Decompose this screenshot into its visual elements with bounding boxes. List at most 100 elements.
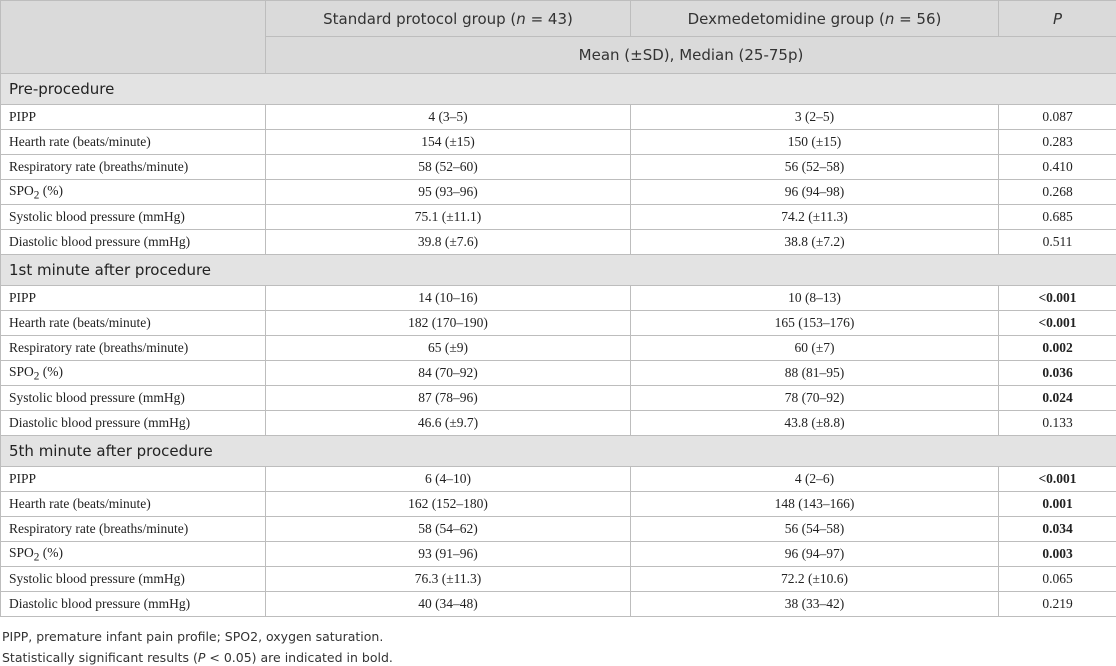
data-row: Diastolic blood pressure (mmHg) 40 (34–48… [0, 591, 1116, 617]
text-part: (%) [39, 544, 64, 560]
dex-value: 72.2 (±10.6) [630, 566, 999, 592]
p-value: 0.036 [998, 360, 1116, 386]
data-row: SPO2 (%) 95 (93–96) 96 (94–98) 0.268 [0, 179, 1116, 205]
standard-value: 76.3 (±11.3) [265, 566, 631, 592]
column-header: Dexmedetomidine group (n = 56) [630, 0, 999, 37]
dex-value: 148 (143–166) [630, 491, 999, 517]
data-row: Systolic blood pressure (mmHg) 76.3 (±11.… [0, 566, 1116, 592]
dex-value: 96 (94–97) [630, 541, 999, 567]
row-label: Hearth rate (beats/minute) [0, 491, 266, 517]
p-value: 0.024 [998, 385, 1116, 411]
data-row: Diastolic blood pressure (mmHg) 46.6 (±9.… [0, 410, 1116, 436]
p-value: 0.001 [998, 491, 1116, 517]
p-value: 0.219 [998, 591, 1116, 617]
standard-value: 182 (170–190) [265, 310, 631, 336]
data-row: Respiratory rate (breaths/minute) 65 (±9)… [0, 335, 1116, 361]
dex-value: 96 (94–98) [630, 179, 999, 205]
row-label: Systolic blood pressure (mmHg) [0, 385, 266, 411]
standard-value: 58 (54–62) [265, 516, 631, 542]
p-value: <0.001 [998, 285, 1116, 311]
standard-value: 75.1 (±11.1) [265, 204, 631, 230]
row-label: PIPP [0, 285, 266, 311]
data-row: Systolic blood pressure (mmHg) 75.1 (±11.… [0, 204, 1116, 230]
row-label: Systolic blood pressure (mmHg) [0, 204, 266, 230]
standard-value: 4 (3–5) [265, 104, 631, 130]
data-row: SPO2 (%) 84 (70–92) 88 (81–95) 0.036 [0, 360, 1116, 386]
row-label: Hearth rate (beats/minute) [0, 310, 266, 336]
text-part: P [197, 650, 206, 665]
standard-value: 65 (±9) [265, 335, 631, 361]
row-label: SPO2 (%) [0, 541, 266, 567]
data-row: Respiratory rate (breaths/minute) 58 (52–… [0, 154, 1116, 180]
section-title: 1st minute after procedure [0, 254, 1116, 286]
section-title: 5th minute after procedure [0, 435, 1116, 467]
p-value: 0.065 [998, 566, 1116, 592]
dex-value: 150 (±15) [630, 129, 999, 155]
text-part: 2 [33, 370, 40, 383]
p-value: <0.001 [998, 310, 1116, 336]
p-value: 0.685 [998, 204, 1116, 230]
standard-value: 84 (70–92) [265, 360, 631, 386]
dex-value: 88 (81–95) [630, 360, 999, 386]
text-part: Standard protocol group ( [323, 9, 517, 28]
dex-value: 56 (54–58) [630, 516, 999, 542]
dex-value: 74.2 (±11.3) [630, 204, 999, 230]
text-part: SPO [9, 363, 34, 379]
row-label: Respiratory rate (breaths/minute) [0, 154, 266, 180]
standard-value: 58 (52–60) [265, 154, 631, 180]
footnotes: PIPP, premature infant pain profile; SPO… [0, 617, 1116, 666]
data-row: PIPP 14 (10–16) 10 (8–13) <0.001 [0, 285, 1116, 311]
corner-cell [0, 0, 266, 74]
p-value: 0.410 [998, 154, 1116, 180]
data-row: Hearth rate (beats/minute) 182 (170–190) 1… [0, 310, 1116, 336]
text-part: Dexmedetomidine group ( [687, 9, 885, 28]
text-part: SPO [9, 182, 34, 198]
p-value: 0.003 [998, 541, 1116, 567]
row-label: Diastolic blood pressure (mmHg) [0, 591, 266, 617]
row-label: Hearth rate (beats/minute) [0, 129, 266, 155]
p-value: <0.001 [998, 466, 1116, 492]
data-row: PIPP 6 (4–10) 4 (2–6) <0.001 [0, 466, 1116, 492]
data-row: Respiratory rate (breaths/minute) 58 (54–… [0, 516, 1116, 542]
p-value: 0.034 [998, 516, 1116, 542]
standard-value: 162 (152–180) [265, 491, 631, 517]
text-part: n [516, 9, 526, 28]
dex-value: 3 (2–5) [630, 104, 999, 130]
row-label: PIPP [0, 104, 266, 130]
data-row: Hearth rate (beats/minute) 154 (±15) 150 (… [0, 129, 1116, 155]
row-label: Respiratory rate (breaths/minute) [0, 335, 266, 361]
text-part: = 56) [894, 9, 942, 28]
text-part: n [884, 9, 895, 28]
p-header: P [1052, 9, 1063, 28]
text-part: = 43) [525, 9, 573, 28]
row-label: SPO2 (%) [0, 360, 266, 386]
data-row: SPO2 (%) 93 (91–96) 96 (94–97) 0.003 [0, 541, 1116, 567]
standard-value: 40 (34–48) [265, 591, 631, 617]
row-label: Respiratory rate (breaths/minute) [0, 516, 266, 542]
dex-value: 56 (52–58) [630, 154, 999, 180]
header-row: Standard protocol group (n = 43) Dexmede… [0, 0, 1116, 74]
p-value: 0.283 [998, 129, 1116, 155]
results-table: Standard protocol group (n = 43) Dexmede… [0, 0, 1116, 617]
row-label: SPO2 (%) [0, 179, 266, 205]
text-part: (%) [39, 363, 64, 379]
data-row: PIPP 4 (3–5) 3 (2–5) 0.087 [0, 104, 1116, 130]
dex-value: 165 (153–176) [630, 310, 999, 336]
standard-value: 46.6 (±9.7) [265, 410, 631, 436]
table-body: Pre-procedure PIPP 4 (3–5) 3 (2–5) 0.087 Hear… [0, 73, 1116, 617]
dex-value: 78 (70–92) [630, 385, 999, 411]
dex-value: 10 (8–13) [630, 285, 999, 311]
text-part: Statistically significant results ( [2, 650, 198, 665]
p-value: 0.002 [998, 335, 1116, 361]
row-label: Diastolic blood pressure (mmHg) [0, 410, 266, 436]
section-title: Pre-procedure [0, 73, 1116, 105]
p-value: 0.133 [998, 410, 1116, 436]
text-part: < 0.05) are indicated in bold. [205, 650, 393, 665]
p-value: 0.087 [998, 104, 1116, 130]
footnote: Statistically significant results (P < 0… [2, 647, 1116, 666]
column-header: Standard protocol group (n = 43) [265, 0, 631, 37]
subheader-row: Mean (±SD), Median (25-75p) [1, 36, 1116, 74]
dex-value: 38 (33–42) [630, 591, 999, 617]
text-part: SPO [9, 544, 34, 560]
